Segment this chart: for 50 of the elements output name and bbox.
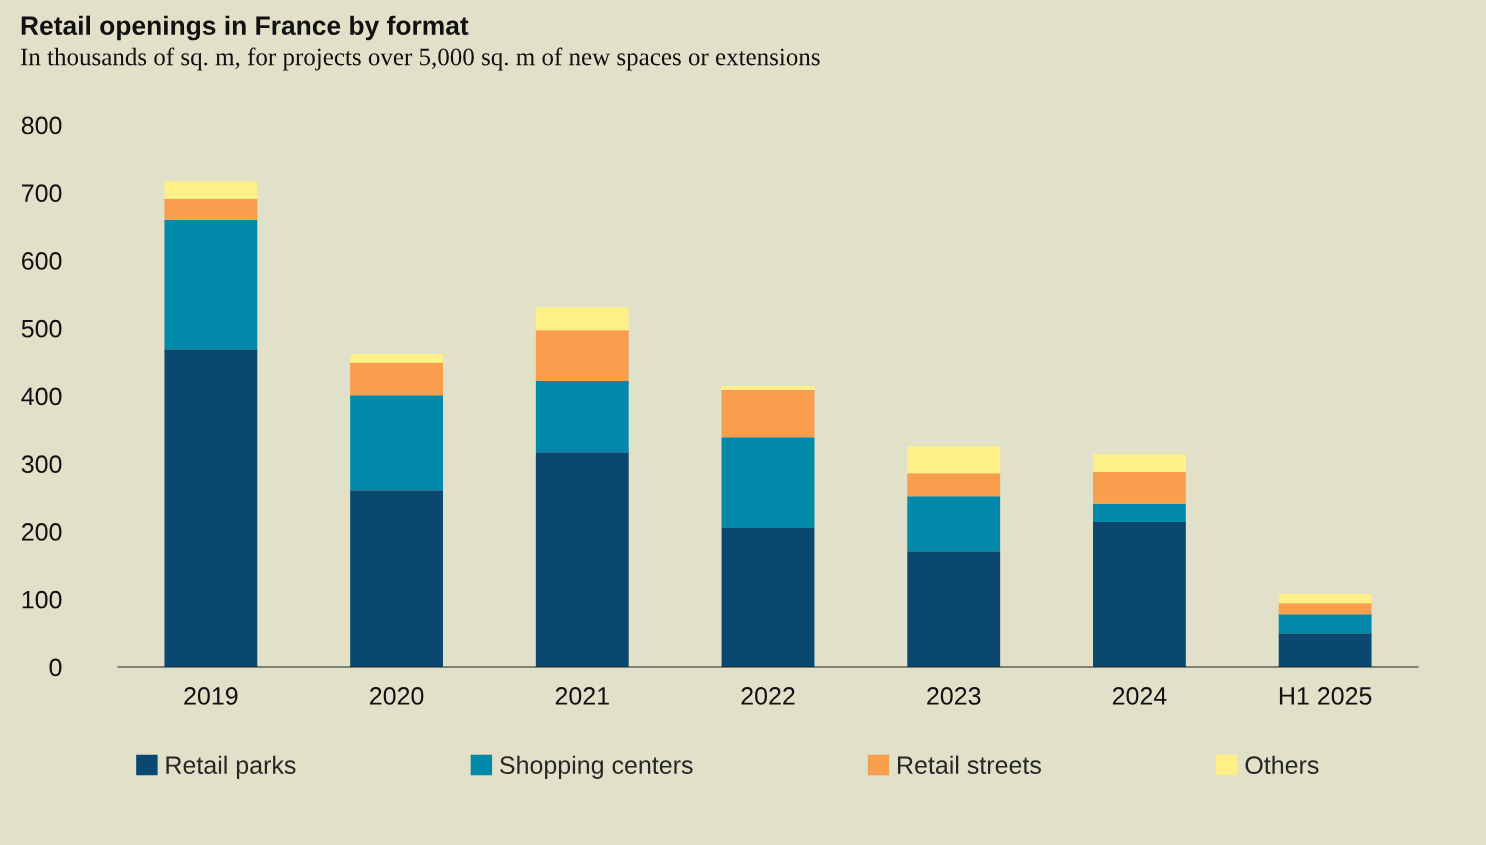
x-tick-label: 2022 — [741, 687, 795, 705]
bar — [721, 389, 815, 438]
y-tick-label: 800 — [21, 116, 62, 135]
bar — [1093, 454, 1186, 472]
x-tick-label: 2024 — [1112, 687, 1167, 705]
bar — [907, 446, 1001, 474]
legend-label: Shopping centers — [500, 755, 693, 779]
bar — [1278, 633, 1372, 667]
y-tick-label: 700 — [22, 184, 62, 203]
bar — [535, 307, 629, 331]
bar — [907, 551, 1001, 667]
bar — [721, 528, 815, 667]
bar — [1093, 522, 1186, 667]
y-tick-label: 100 — [22, 590, 62, 609]
bar — [535, 381, 629, 453]
chart-title: Retail openings in France by format — [21, 15, 469, 41]
legend-label: Retail parks — [166, 755, 296, 779]
bar — [1278, 593, 1372, 604]
legend-label: Retail streets — [898, 755, 1041, 774]
bar — [907, 496, 1001, 552]
x-tick-label: H1 2025 — [1279, 687, 1372, 705]
bar — [1278, 614, 1372, 634]
x-tick-label: 2019 — [184, 687, 238, 705]
bar — [535, 330, 629, 382]
y-tick-label: 0 — [49, 658, 62, 677]
y-tick-label: 300 — [21, 455, 62, 474]
x-tick-label: 2020 — [370, 687, 424, 705]
y-tick-label: 600 — [22, 252, 62, 270]
y-tick-label: 200 — [22, 523, 62, 541]
bar — [1278, 603, 1372, 615]
bar — [350, 490, 443, 667]
bar — [164, 219, 258, 350]
y-tick-label: 400 — [21, 387, 62, 406]
bar — [721, 385, 815, 390]
bar — [1093, 503, 1186, 523]
bar — [1093, 471, 1186, 504]
x-tick-label: 2023 — [927, 687, 981, 705]
bar — [164, 349, 258, 667]
legend-label: Others — [1245, 755, 1319, 774]
x-tick-label: 2021 — [555, 687, 609, 705]
bar — [164, 181, 258, 199]
bar — [907, 473, 1001, 497]
bar — [350, 353, 443, 363]
y-tick-label: 500 — [21, 319, 62, 338]
chart-subtitle: In thousands of sq. m, for projects over 5,000 sq. m of new spaces or extensions — [20, 47, 820, 71]
bar — [350, 362, 443, 396]
bar — [350, 395, 443, 491]
bar — [164, 198, 258, 220]
bar — [535, 452, 629, 667]
bar — [721, 437, 815, 529]
